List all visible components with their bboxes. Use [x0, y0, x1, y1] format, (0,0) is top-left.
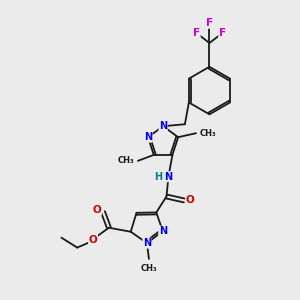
Text: CH₃: CH₃ — [200, 129, 217, 138]
Text: N: N — [143, 238, 151, 248]
Text: F: F — [219, 28, 226, 38]
Text: N: N — [144, 132, 152, 142]
Text: H: H — [154, 172, 163, 182]
Text: N: N — [159, 226, 167, 236]
Text: F: F — [206, 18, 213, 28]
Text: O: O — [93, 205, 101, 215]
Text: O: O — [89, 235, 98, 244]
Text: N: N — [164, 172, 172, 182]
Text: N: N — [159, 121, 167, 131]
Text: O: O — [186, 196, 195, 206]
Text: F: F — [193, 28, 200, 38]
Text: CH₃: CH₃ — [117, 156, 134, 165]
Text: CH₃: CH₃ — [141, 264, 157, 273]
